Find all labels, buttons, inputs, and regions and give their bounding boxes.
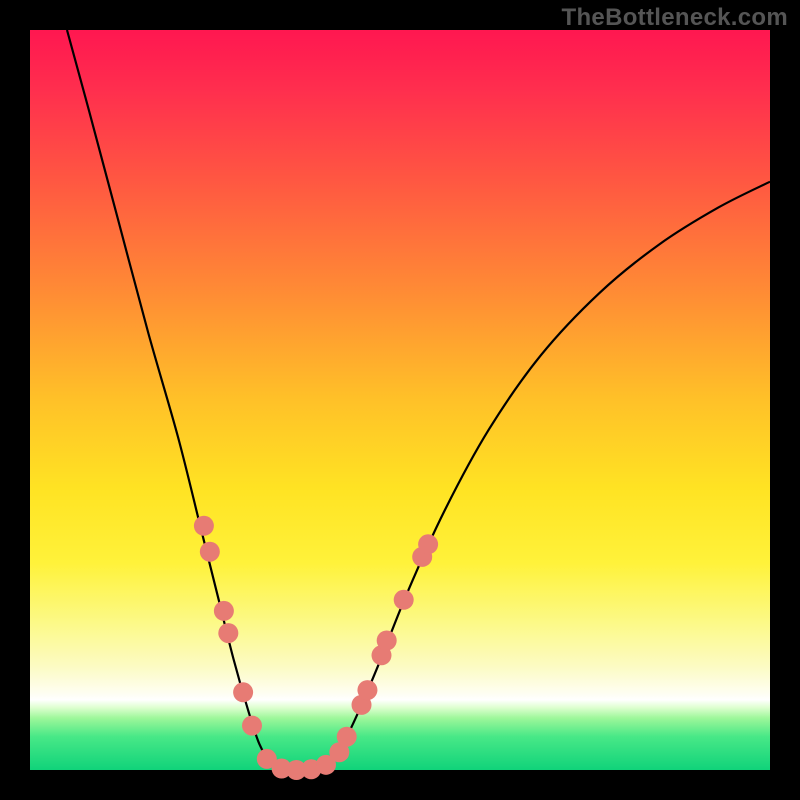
data-marker [337, 727, 357, 747]
data-marker [377, 631, 397, 651]
data-marker [200, 542, 220, 562]
data-marker [218, 623, 238, 643]
plot-area [30, 30, 770, 770]
data-marker [394, 590, 414, 610]
data-marker [194, 516, 214, 536]
watermark-text: TheBottleneck.com [562, 4, 788, 32]
data-marker [357, 680, 377, 700]
data-marker [242, 716, 262, 736]
data-marker [418, 534, 438, 554]
data-marker [214, 601, 234, 621]
data-marker [233, 682, 253, 702]
bottleneck-plot [0, 0, 800, 800]
